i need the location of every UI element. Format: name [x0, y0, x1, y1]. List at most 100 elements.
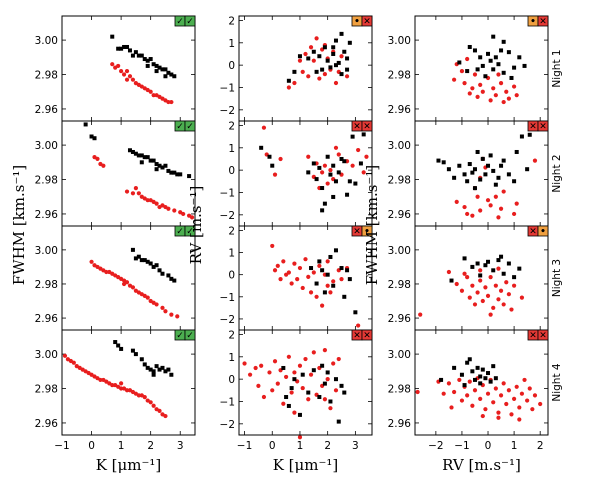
status-badge-fail: ✕ — [351, 329, 363, 341]
point-black — [478, 374, 483, 379]
point-black — [317, 54, 322, 59]
point-black — [148, 367, 153, 372]
point-black — [462, 172, 467, 177]
point-red — [480, 298, 485, 304]
y-tick-label: 2 — [228, 225, 235, 237]
point-red — [322, 397, 327, 402]
point-red — [465, 56, 470, 62]
point-red — [527, 386, 532, 391]
point-black — [467, 162, 472, 167]
status-badge-fail: ✕ — [527, 120, 539, 132]
point-red — [270, 388, 275, 393]
point-black — [311, 368, 316, 373]
point-black — [148, 158, 153, 163]
night-label: Night 4 — [551, 363, 563, 402]
point-red — [303, 51, 308, 57]
point-red — [124, 189, 130, 194]
point-red — [504, 89, 509, 94]
point-black — [491, 364, 496, 369]
point-black — [488, 153, 493, 158]
point-red — [119, 386, 124, 391]
point-black — [465, 179, 470, 184]
point-black — [339, 383, 344, 388]
point-black — [491, 67, 496, 72]
x-tick-label: 0 — [485, 440, 492, 452]
point-red — [506, 388, 511, 393]
point-black — [322, 290, 327, 295]
point-black — [462, 383, 467, 388]
point-black — [320, 186, 325, 191]
point-black — [527, 132, 532, 137]
x-axis-label: RV [m.s⁻¹] — [442, 456, 521, 474]
y-tick-label: 2.98 — [35, 384, 58, 396]
point-red — [278, 156, 283, 162]
panel-right-1: 3.00 2.98 2.96 • ✕ — [388, 15, 549, 122]
point-black — [496, 258, 501, 263]
point-black — [125, 44, 130, 49]
point-black — [175, 172, 180, 177]
panel-frame — [414, 329, 549, 436]
point-red — [519, 295, 525, 300]
point-black — [154, 63, 159, 68]
point-black — [320, 363, 325, 368]
point-red — [136, 393, 141, 398]
point-red — [493, 93, 498, 98]
point-black — [151, 264, 156, 269]
point-black — [297, 54, 302, 59]
x-tick-label: 1 — [511, 440, 518, 452]
point-black — [130, 348, 135, 353]
point-red — [297, 58, 303, 63]
point-red — [281, 259, 286, 264]
y-tick-label: −2 — [220, 105, 235, 117]
point-black — [472, 167, 477, 172]
point-red — [300, 285, 305, 291]
x-tick-label: 1 — [118, 440, 125, 452]
point-black — [452, 365, 457, 370]
point-black — [480, 156, 485, 161]
point-black — [345, 67, 350, 72]
point-red — [275, 381, 280, 386]
point-red — [350, 163, 355, 168]
point-red — [501, 381, 506, 386]
point-red — [322, 163, 327, 168]
y-tick-label: 2.96 — [35, 313, 59, 325]
point-black — [496, 62, 501, 67]
x-tick-label: 1 — [297, 440, 304, 452]
point-black — [154, 167, 159, 172]
svg-text:✓: ✓ — [176, 17, 184, 27]
point-black — [292, 377, 297, 382]
point-black — [339, 266, 344, 271]
y-tick-label: −1 — [220, 82, 235, 94]
point-red — [491, 305, 496, 310]
y-tick-label: −2 — [220, 210, 235, 222]
panel-left-3: 3.00 2.98 2.96 ✓ ✓ — [35, 225, 196, 331]
point-red — [356, 323, 361, 328]
point-red — [454, 281, 459, 287]
point-red — [511, 84, 517, 89]
point-red — [331, 279, 336, 284]
point-black — [480, 367, 485, 372]
point-red — [320, 303, 325, 308]
point-black — [169, 72, 174, 77]
x-tick-label: −1 — [237, 440, 252, 452]
point-red — [459, 288, 465, 293]
y-tick-label: 0 — [228, 60, 235, 72]
point-red — [130, 77, 136, 82]
point-black — [436, 158, 441, 163]
point-black — [139, 258, 144, 263]
point-red — [172, 208, 177, 213]
point-red — [325, 259, 330, 264]
point-black — [110, 34, 115, 39]
panel-middle-1: 2 1 0 −1 −2 • ✕ — [220, 15, 373, 122]
point-black — [130, 53, 135, 58]
point-black — [292, 69, 297, 74]
point-red — [127, 74, 133, 79]
x-tick-label: −1 — [54, 440, 69, 452]
point-black — [300, 372, 305, 377]
point-red — [462, 204, 467, 210]
point-black — [331, 45, 336, 50]
y-tick-label: 2.96 — [35, 104, 59, 116]
point-red — [441, 391, 446, 396]
point-red — [483, 407, 488, 412]
point-red — [136, 191, 141, 196]
